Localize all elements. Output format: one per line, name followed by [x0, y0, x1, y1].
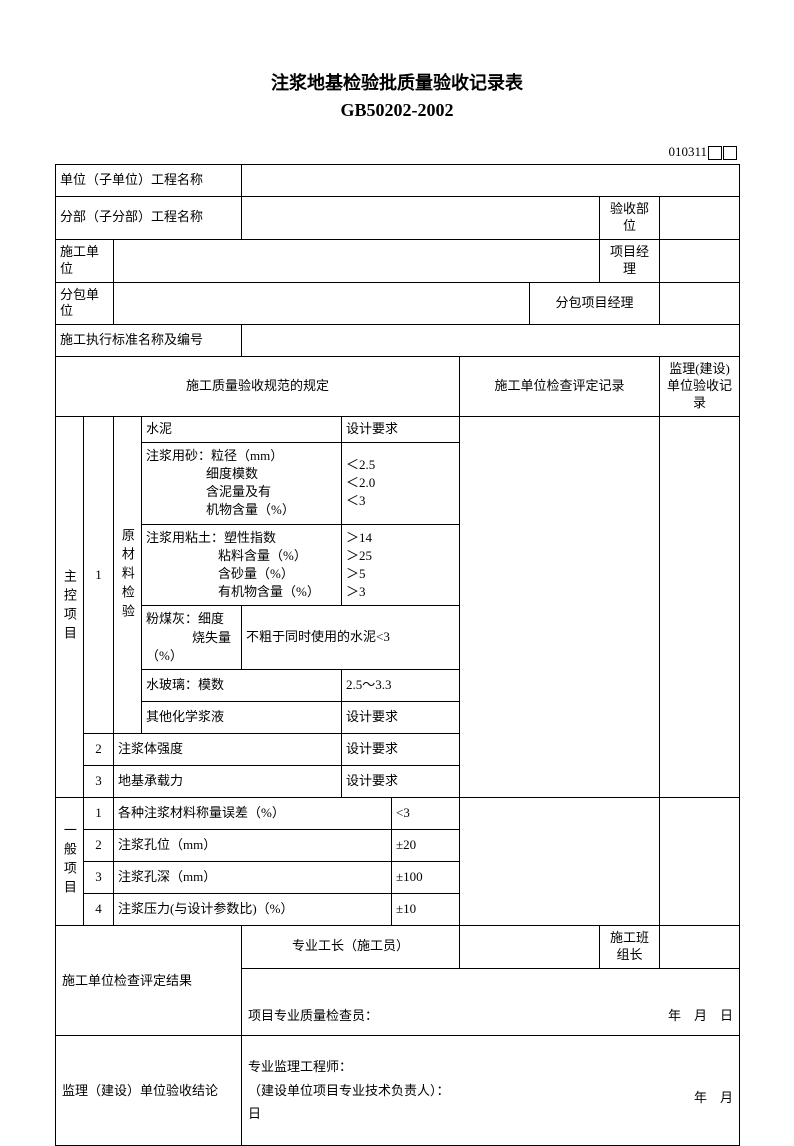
subcontract-pm-value[interactable]	[660, 282, 740, 325]
gen-row1-num: 1	[84, 797, 114, 829]
acceptance-part-value[interactable]	[660, 197, 740, 240]
foreman-label: 专业工长（施工员）	[242, 925, 460, 968]
construction-unit-label: 施工单位	[56, 239, 114, 282]
grout-clay-label: 注浆用粘土：塑性指数 粘料含量（%） 含砂量（%） 有机物含量（%）	[142, 524, 342, 606]
gen-row4-req: ±10	[392, 893, 460, 925]
form-number-row: 010311	[55, 144, 739, 160]
gen-row4-label: 注浆压力(与设计参数比)（%）	[114, 893, 392, 925]
main-row1-num: 1	[84, 417, 114, 734]
grout-sand-req: ＜2.5 ＜2.0 ＜3	[342, 442, 460, 524]
main-row2-label: 注浆体强度	[114, 733, 342, 765]
unit-project-label: 单位（子单位）工程名称	[56, 165, 242, 197]
material-check-label: 原材料检验	[114, 417, 142, 734]
main-row3-num: 3	[84, 765, 114, 797]
grout-sand-label: 注浆用砂：粒径（mm） 细度模数 含泥量及有 机物含量（%）	[142, 442, 342, 524]
main-row3-label: 地基承载力	[114, 765, 342, 797]
water-glass-label: 水玻璃：模数	[142, 669, 342, 701]
gen-check-cell[interactable]	[460, 797, 660, 925]
construction-result-label: 施工单位检查评定结果	[56, 925, 242, 1035]
main-section-label: 主控项目	[56, 417, 84, 798]
subcontract-unit-label: 分包单位	[56, 282, 114, 325]
standard-code: GB50202-2002	[55, 97, 739, 124]
main-table: 单位（子单位）工程名称 分部（子分部）工程名称 验收部位 施工单位 项目经理 分…	[55, 164, 740, 1146]
other-chem-req: 设计要求	[342, 701, 460, 733]
gen-row3-req: ±100	[392, 861, 460, 893]
general-section-label: 一般项目	[56, 797, 84, 925]
gen-row3-label: 注浆孔深（mm）	[114, 861, 392, 893]
page-title: 注浆地基检验批质量验收记录表	[55, 70, 739, 97]
unit-project-value[interactable]	[242, 165, 740, 197]
sub-project-value[interactable]	[242, 197, 600, 240]
other-chem-label: 其他化学浆液	[142, 701, 342, 733]
gen-supervision-cell[interactable]	[660, 797, 740, 925]
standard-name-value[interactable]	[242, 325, 740, 357]
main-check-cell[interactable]	[460, 417, 660, 798]
team-leader-value[interactable]	[660, 925, 740, 968]
acceptance-part-label: 验收部位	[600, 197, 660, 240]
main-row3-req: 设计要求	[342, 765, 460, 797]
fly-ash-label: 粉煤灰：细度 烧失量（%）	[142, 606, 242, 670]
supervision-col-header: 监理(建设)单位验收记录	[660, 357, 740, 417]
gen-row2-label: 注浆孔位（mm）	[114, 829, 392, 861]
supervision-conclusion-label: 监理（建设）单位验收结论	[56, 1035, 242, 1145]
team-leader-label: 施工班组长	[600, 925, 660, 968]
gen-row2-req: ±20	[392, 829, 460, 861]
gen-row3-num: 3	[84, 861, 114, 893]
cement-label: 水泥	[142, 417, 342, 443]
gen-row1-label: 各种注浆材料称量误差（%）	[114, 797, 392, 829]
pm-value[interactable]	[660, 239, 740, 282]
spec-col-header: 施工质量验收规范的规定	[56, 357, 460, 417]
gen-row2-num: 2	[84, 829, 114, 861]
gen-row4-num: 4	[84, 893, 114, 925]
pm-label: 项目经理	[600, 239, 660, 282]
fly-ash-req: 不粗于同时使用的水泥<3	[242, 606, 460, 670]
water-glass-req: 2.5～3.3	[342, 669, 460, 701]
check-col-header: 施工单位检查评定记录	[460, 357, 660, 417]
main-row2-num: 2	[84, 733, 114, 765]
main-supervision-cell[interactable]	[660, 417, 740, 798]
foreman-value[interactable]	[460, 925, 600, 968]
gen-row1-req: <3	[392, 797, 460, 829]
grout-clay-req: ＞14 ＞25 ＞5 ＞3	[342, 524, 460, 606]
standard-name-label: 施工执行标准名称及编号	[56, 325, 242, 357]
main-row2-req: 设计要求	[342, 733, 460, 765]
construction-unit-value[interactable]	[114, 239, 600, 282]
quality-inspector-block[interactable]: 项目专业质量检查员： 年 月 日	[242, 968, 740, 1035]
cement-req: 设计要求	[342, 417, 460, 443]
supervision-sig-block[interactable]: 专业监理工程师： （建设单位项目专业技术负责人）： 日 年 月	[242, 1035, 740, 1145]
subcontract-pm-label: 分包项目经理	[530, 282, 660, 325]
sub-project-label: 分部（子分部）工程名称	[56, 197, 242, 240]
subcontract-unit-value[interactable]	[114, 282, 530, 325]
